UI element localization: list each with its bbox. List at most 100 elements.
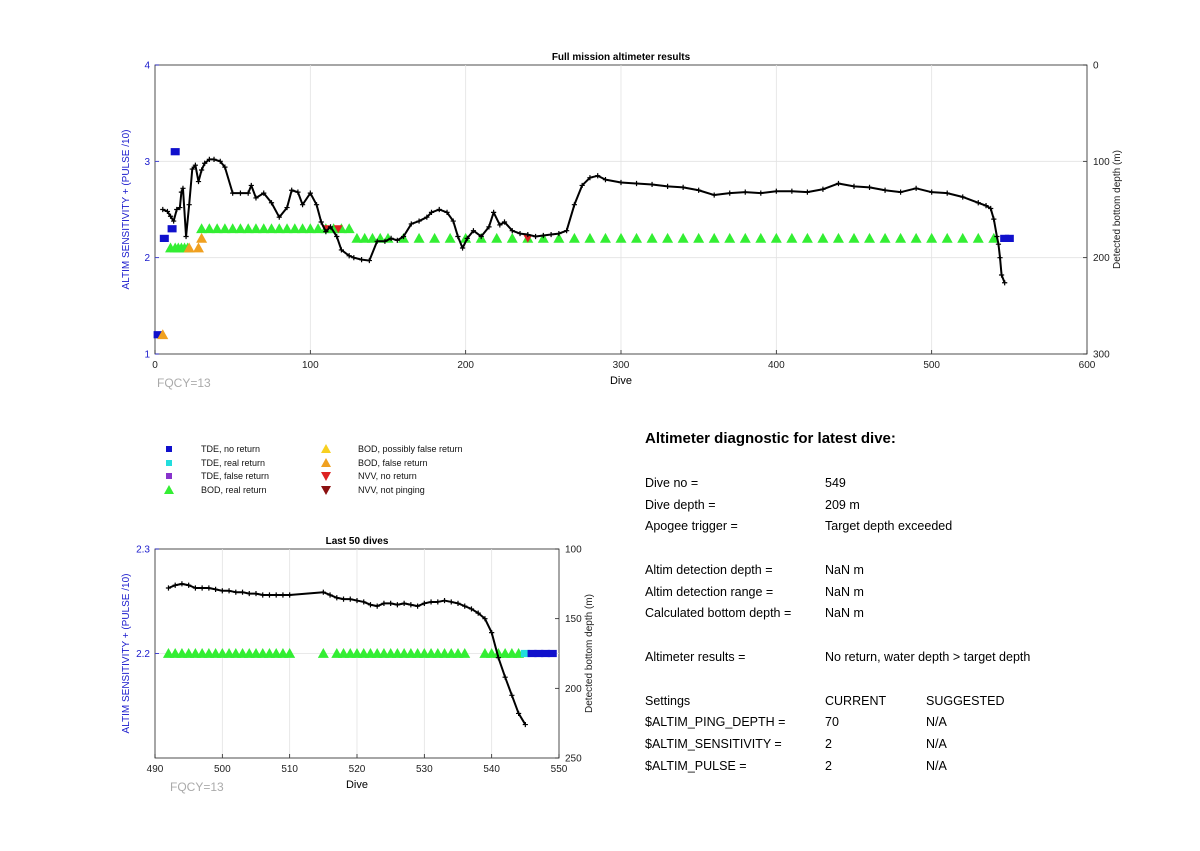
depth-point xyxy=(388,600,394,606)
legend-marker xyxy=(166,460,172,466)
marker-bod xyxy=(297,223,309,234)
depth-point xyxy=(913,185,919,191)
legend-item: TDE, false return xyxy=(166,471,269,481)
depth-point xyxy=(540,232,546,239)
marker-bod xyxy=(281,223,293,234)
marker-bod xyxy=(615,232,627,243)
marker-tde xyxy=(547,649,557,658)
depth-point xyxy=(441,597,448,604)
depth-point xyxy=(237,190,244,196)
depth-point xyxy=(280,592,286,598)
legend-label: BOD, real return xyxy=(201,485,267,495)
depth-point xyxy=(711,192,717,198)
depth-point xyxy=(898,189,904,195)
depth-point xyxy=(268,200,275,206)
depth-point xyxy=(983,203,989,209)
altim-range-value: NaN m xyxy=(825,585,864,599)
depth-point xyxy=(618,179,624,186)
depth-point xyxy=(960,194,966,200)
marker-bod xyxy=(304,223,316,234)
x-tick-label: 600 xyxy=(1079,360,1096,371)
diagnostic-title: Altimeter diagnostic for latest dive: xyxy=(645,430,896,447)
marker-tde xyxy=(527,649,537,658)
depth-point xyxy=(428,599,434,605)
legend-marker xyxy=(321,444,331,453)
marker-tde xyxy=(541,649,551,658)
marker-bod xyxy=(957,232,969,243)
depth-point xyxy=(820,186,826,192)
depth-point xyxy=(727,190,733,196)
marker-bod xyxy=(234,223,246,234)
depth-point xyxy=(206,156,212,163)
calc-depth-label: Calculated bottom depth = xyxy=(645,606,792,620)
marker-bod xyxy=(879,232,891,243)
depth-point xyxy=(424,214,430,220)
depth-point xyxy=(444,209,450,215)
legend-item: TDE, real return xyxy=(166,458,265,468)
y-right-axis-label: Detected bottom depth (m) xyxy=(1112,150,1123,269)
marker-tde xyxy=(520,649,530,658)
depth-point xyxy=(195,178,202,185)
marker-tde xyxy=(170,148,180,156)
results-value: No return, water depth > target depth xyxy=(825,650,1031,664)
y-tick-label: 1 xyxy=(144,350,150,361)
depth-point xyxy=(211,156,217,163)
depth-point xyxy=(975,200,981,206)
depth-point xyxy=(998,272,1005,278)
x-tick-label: 0 xyxy=(152,360,158,371)
depth-point xyxy=(174,206,180,213)
depth-point xyxy=(313,202,320,208)
marker-tde xyxy=(167,225,177,233)
legend-item: NVV, no return xyxy=(321,471,417,481)
depth-point xyxy=(367,602,374,608)
marker-bod xyxy=(366,232,378,243)
depth-point xyxy=(866,184,873,190)
depth-point xyxy=(334,233,340,240)
y-tick-label: 2 xyxy=(144,253,150,264)
depth-point xyxy=(408,602,414,608)
marker-bod xyxy=(506,232,518,243)
depth-point xyxy=(366,257,372,264)
y-right-tick-label: 0 xyxy=(1093,61,1099,72)
depth-point xyxy=(394,602,400,608)
x-tick-label: 500 xyxy=(214,764,231,775)
depth-point xyxy=(284,204,290,211)
marker-bod xyxy=(708,232,720,243)
depth-point xyxy=(579,182,585,189)
sensitivity-label: $ALTIM_SENSITIVITY = xyxy=(645,737,782,751)
x-tick-label: 540 xyxy=(483,764,500,775)
depth-point xyxy=(186,202,192,208)
marker-nvv xyxy=(333,225,343,234)
depth-point xyxy=(595,173,601,179)
depth-point xyxy=(160,206,166,213)
settings-label: Settings xyxy=(645,694,691,708)
depth-point xyxy=(354,597,360,604)
depth-point xyxy=(435,599,441,605)
marker-bod xyxy=(662,232,674,243)
legend-label: BOD, false return xyxy=(358,458,428,468)
depth-point xyxy=(548,231,554,238)
depth-point xyxy=(192,585,198,591)
depth-point xyxy=(475,610,481,616)
y-right-tick-label: 200 xyxy=(1093,253,1110,264)
depth-point xyxy=(307,190,313,196)
legend-item: BOD, possibly false return xyxy=(321,444,463,454)
depth-point xyxy=(318,219,324,225)
depth-point xyxy=(502,674,508,680)
marker-tde xyxy=(1004,234,1014,242)
dive-no-label: Dive no = xyxy=(645,476,699,490)
marker-nvv xyxy=(523,234,533,243)
depth-point xyxy=(1002,280,1008,286)
apogee-label: Apogee trigger = xyxy=(645,519,738,533)
y-right-tick-label: 250 xyxy=(565,754,582,765)
depth-point xyxy=(327,224,334,230)
depth-point xyxy=(381,600,387,606)
marker-bod xyxy=(273,223,285,234)
marker-bod xyxy=(242,223,254,234)
marker-bod xyxy=(266,223,277,234)
dive-no-value: 549 xyxy=(825,476,846,490)
y-tick-label: 2.3 xyxy=(136,545,150,556)
sensitivity-current: 2 xyxy=(825,737,832,751)
depth-point xyxy=(206,585,212,591)
depth-point xyxy=(489,630,495,636)
